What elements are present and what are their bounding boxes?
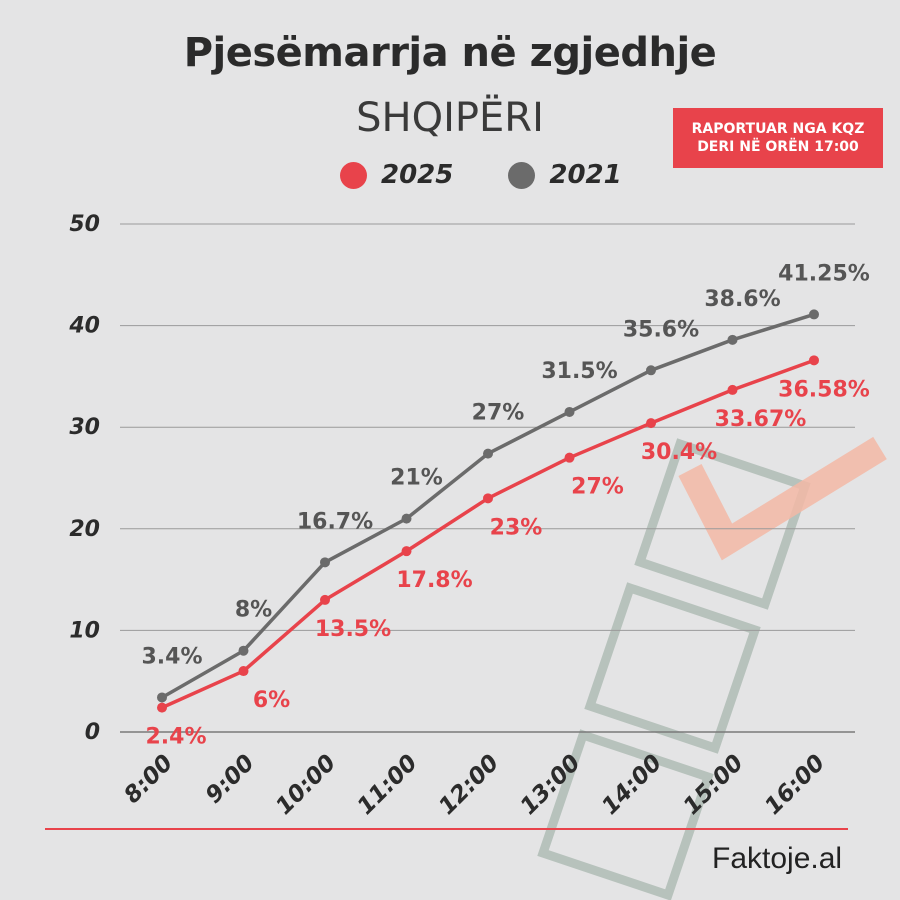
- x-tick-label: 16:00: [760, 750, 830, 820]
- ballot-checkbox-decoration: [537, 436, 887, 900]
- legend: 2025 2021: [340, 160, 677, 190]
- data-label-2021: 35.6%: [623, 317, 699, 342]
- data-label-2021: 3.4%: [141, 644, 202, 669]
- x-tick-label: 9:00: [201, 750, 260, 809]
- logo: Faktoje.al: [712, 842, 843, 875]
- grid: [120, 223, 855, 733]
- series-points: [157, 309, 819, 713]
- x-tick-label: 10:00: [271, 750, 341, 820]
- y-tick-label: 20: [69, 517, 100, 542]
- y-tick-label: 30: [69, 415, 100, 440]
- x-tick-label: 12:00: [434, 750, 504, 820]
- source-badge: RAPORTUAR NGA KQZ DERI NË ORËN 17:00: [673, 108, 883, 168]
- data-label-2021: 41.25%: [778, 261, 870, 286]
- data-labels: 3.4% 8% 16.7% 21% 27% 31.5%35.6%38.6%41.25% 2.…: [141, 261, 869, 749]
- data-label-2025: 27%: [571, 475, 624, 500]
- data-label-2025: 2.4%: [145, 725, 206, 750]
- x-tick-label: 13:00: [516, 750, 586, 820]
- chart-title: Pjesëmarrja në zgjedhje: [183, 30, 717, 76]
- badge-line-2: DERI NË ORËN 17:00: [697, 139, 859, 155]
- point-2021: [401, 513, 412, 524]
- point-2021: [157, 692, 167, 703]
- point-2025: [727, 384, 738, 395]
- point-2021: [727, 334, 738, 345]
- data-label-2025: 23%: [490, 515, 543, 540]
- point-2025: [238, 666, 249, 677]
- data-label-2021: 8%: [235, 598, 272, 623]
- badge-line-1: RAPORTUAR NGA KQZ: [691, 121, 865, 137]
- checkbox-top: [634, 438, 811, 610]
- data-label-2025: 33.67%: [715, 407, 807, 432]
- data-label-2025: 6%: [253, 688, 290, 713]
- data-label-2025: 36.58%: [778, 377, 870, 402]
- point-2021: [646, 365, 656, 376]
- y-tick-label: 10: [69, 618, 100, 643]
- point-2025: [320, 594, 330, 605]
- data-label-2021: 16.7%: [297, 509, 373, 534]
- data-label-2021: 38.6%: [704, 287, 780, 312]
- point-2021: [564, 406, 575, 417]
- checkbox-middle: [584, 582, 761, 754]
- point-2025: [809, 355, 819, 366]
- x-tick-label: 11:00: [353, 750, 423, 820]
- point-2021: [483, 448, 493, 459]
- point-2021: [809, 309, 819, 320]
- point-2025: [401, 546, 412, 557]
- legend-item-2025: 2025: [340, 160, 453, 190]
- data-label-2021: 31.5%: [541, 359, 617, 384]
- x-tick-label: 8:00: [119, 750, 178, 809]
- point-2025: [157, 702, 167, 713]
- checkbox-bottom: [537, 729, 714, 900]
- data-label-2025: 17.8%: [396, 568, 472, 593]
- point-2025: [483, 493, 493, 504]
- legend-label-2021: 2021: [549, 160, 622, 190]
- y-tick-label: 0: [85, 720, 100, 745]
- data-label-2021: 27%: [472, 401, 525, 426]
- point-2021: [238, 645, 249, 656]
- y-axis-ticks: 0 10 20 30 40 50: [68, 212, 100, 745]
- legend-item-2021: 2021: [508, 160, 622, 190]
- legend-dot-2025: [340, 161, 367, 189]
- chart-subtitle: SHQIPËRI: [356, 95, 544, 141]
- point-2025: [564, 452, 575, 463]
- data-label-2025: 30.4%: [641, 440, 717, 465]
- y-tick-label: 50: [69, 212, 100, 237]
- legend-label-2025: 2025: [381, 160, 454, 190]
- y-tick-label: 40: [68, 314, 100, 339]
- data-label-2025: 13.5%: [315, 617, 391, 642]
- check-mark: [678, 436, 887, 561]
- x-tick-label: 14:00: [597, 750, 667, 820]
- data-label-2021: 21%: [390, 466, 443, 491]
- x-axis-ticks: 8:00 9:00 10:00 11:00 12:00 13:00 14:00 15:00 16…: [119, 750, 830, 820]
- legend-dot-2021: [508, 161, 536, 189]
- x-tick-label: 15:00: [679, 750, 749, 820]
- point-2025: [646, 418, 656, 429]
- point-2021: [320, 557, 330, 568]
